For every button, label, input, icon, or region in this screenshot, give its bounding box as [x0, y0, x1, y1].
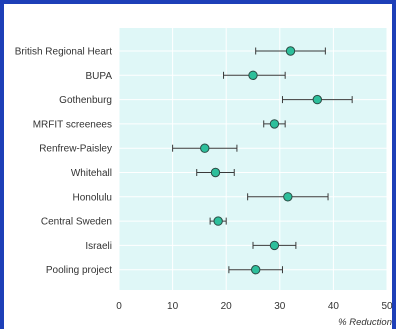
study-label: Whitehall	[71, 168, 112, 179]
study-label: Honolulu	[73, 192, 112, 203]
x-tick-label: 10	[167, 301, 179, 312]
point-estimate	[283, 192, 293, 202]
point-estimate	[213, 216, 223, 226]
point-estimate	[248, 70, 258, 81]
x-tick-label: 40	[328, 301, 340, 312]
point-estimate	[269, 119, 280, 129]
study-label: Renfrew-Paisley	[39, 144, 112, 155]
point-estimate	[285, 46, 296, 56]
point-estimates	[200, 46, 323, 275]
study-labels: British Regional Heart BUPA Gothenburg MRFI…	[15, 47, 113, 277]
point-estimate	[269, 240, 280, 251]
study-label: Gothenburg	[59, 95, 112, 106]
study-label: Israeli	[85, 241, 112, 252]
x-tick-label: 0	[116, 301, 122, 312]
point-estimate	[200, 143, 210, 153]
x-axis-title: % Reduction	[338, 317, 392, 328]
point-estimate	[210, 167, 221, 178]
study-label: MRFIT screenees	[33, 119, 112, 130]
study-label: British Regional Heart	[15, 47, 112, 58]
study-label: BUPA	[86, 71, 113, 82]
study-label: Pooling project	[46, 265, 112, 276]
plot-area	[119, 28, 387, 290]
point-estimate	[312, 94, 323, 105]
study-label: Central Sweden	[41, 217, 112, 228]
x-tick-labels: 0 10 20 30 40 50	[116, 301, 393, 312]
x-tick-label: 50	[381, 301, 393, 312]
x-tick-label: 30	[274, 301, 286, 312]
x-tick-label: 20	[221, 301, 233, 312]
point-estimate	[250, 265, 261, 275]
